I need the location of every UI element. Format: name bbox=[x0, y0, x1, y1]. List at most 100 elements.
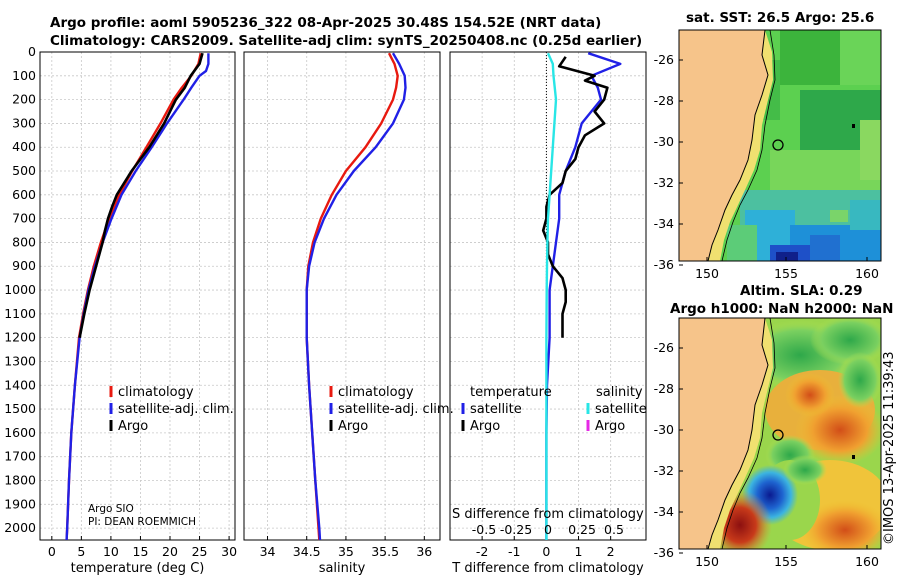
series-line-satellite-adj-clim- bbox=[305, 52, 407, 541]
y-tick-label: 1200 bbox=[4, 330, 36, 345]
y-tick-label: 1600 bbox=[4, 425, 36, 440]
map-x-tick-label: 150 bbox=[695, 266, 719, 281]
x-axis-label: salinity bbox=[319, 561, 366, 576]
s-difference-ticks: -0.5 -0.25 0 0.25 0.5 bbox=[472, 522, 624, 537]
x-axis-label: T difference from climatology bbox=[451, 561, 644, 576]
argo-location-marker bbox=[772, 139, 784, 151]
legend-argo-label: Argo bbox=[338, 419, 368, 434]
x-tick-label: 0 bbox=[542, 544, 550, 559]
legend-climatology-label: climatology bbox=[118, 385, 194, 400]
y-tick-label: 1700 bbox=[4, 449, 36, 464]
y-tick-label: 1800 bbox=[4, 472, 36, 487]
panel-salinity: 34 34.5 35 35.5 36 salinity bbox=[243, 51, 441, 576]
sst-map bbox=[679, 30, 881, 261]
legend-s-satellite-label: satellite bbox=[595, 402, 647, 417]
x-tick-label: 34.5 bbox=[293, 544, 321, 559]
map-x-tick-label: 150 bbox=[695, 554, 719, 569]
panel-frame bbox=[449, 51, 647, 541]
series-line-s-satellite bbox=[545, 52, 558, 540]
panel-difference: -2 -1 0 1 2 T difference from climatology bbox=[449, 51, 647, 576]
x-tick-label: 25 bbox=[192, 544, 208, 559]
figure-title-line1: Argo profile: aoml 5905236_322 08-Apr-20… bbox=[50, 15, 601, 31]
map-y-tick-label: -32 bbox=[654, 175, 674, 190]
s-tick-label: 0.25 bbox=[568, 522, 596, 537]
map-y-tick-label: -34 bbox=[654, 504, 674, 519]
s-tick-label: -0.25 bbox=[500, 522, 532, 537]
map-x-tick-label: 160 bbox=[855, 266, 879, 281]
sla-map-title-line2: Argo h1000: NaN h2000: NaN bbox=[670, 301, 893, 317]
argo-location-marker bbox=[772, 429, 784, 441]
temperature-legend: climatology satellite-adj. clim. Argo bbox=[109, 385, 234, 434]
y-tick-label: 600 bbox=[12, 187, 36, 202]
x-tick-label: 5 bbox=[77, 544, 85, 559]
y-tick-label: 0 bbox=[28, 44, 36, 59]
panel-frame bbox=[243, 51, 441, 541]
legend-salinity-header: salinity bbox=[596, 385, 643, 400]
y-tick-label: 500 bbox=[12, 163, 36, 178]
panel-frame bbox=[39, 51, 236, 541]
map-y-tick-label: -30 bbox=[654, 422, 674, 437]
map-y-tick-label: -26 bbox=[654, 52, 674, 67]
y-tick-label: 1000 bbox=[4, 282, 36, 297]
s-difference-axis-label: S difference from climatology bbox=[452, 507, 644, 522]
x-tick-label: 30 bbox=[221, 544, 237, 559]
legend-temperature-header: temperature bbox=[470, 385, 552, 400]
x-tick-label: 10 bbox=[103, 544, 119, 559]
legend-t-satellite-label: satellite bbox=[470, 402, 522, 417]
x-tick-label: 35.5 bbox=[371, 544, 399, 559]
imos-credit: ©IMOS 13-Apr-2025 11:39:43 bbox=[882, 351, 897, 545]
map-y-tick-label: -30 bbox=[654, 134, 674, 149]
y-tick-label: 1900 bbox=[4, 496, 36, 511]
y-tick-label: 400 bbox=[12, 139, 36, 154]
panel-temperature: 0100200300400500600700800900100011001200… bbox=[4, 44, 237, 576]
series-line-satellite-adj-clim- bbox=[65, 53, 210, 541]
difference-legend: temperature salinity satellite Argo sate… bbox=[461, 385, 647, 434]
sla-map bbox=[679, 318, 881, 549]
y-tick-label: 100 bbox=[12, 68, 36, 83]
x-tick-label: -1 bbox=[508, 544, 520, 559]
legend-satellite-label: satellite-adj. clim. bbox=[338, 402, 454, 417]
y-tick-label: 1300 bbox=[4, 353, 36, 368]
legend-t-argo-label: Argo bbox=[470, 419, 500, 434]
map-y-tick-label: -36 bbox=[654, 545, 674, 560]
sla-map-ticks: 150 155 160 -26 -28 -30 -32 -34 -36 bbox=[654, 340, 879, 569]
map-x-tick-label: 155 bbox=[774, 266, 798, 281]
sla-map-frame bbox=[678, 317, 882, 550]
map-y-tick-label: -32 bbox=[654, 463, 674, 478]
x-tick-label: 35 bbox=[338, 544, 354, 559]
x-axis-label: temperature (deg C) bbox=[71, 561, 205, 576]
float-note-line1: Argo SIO bbox=[88, 503, 134, 515]
map-x-tick-label: 155 bbox=[774, 554, 798, 569]
x-tick-label: 0 bbox=[48, 544, 56, 559]
s-tick-label: 0.5 bbox=[604, 522, 624, 537]
sla-map-title-line1: Altim. SLA: 0.29 bbox=[740, 283, 862, 299]
x-tick-label: 15 bbox=[133, 544, 149, 559]
series-line-climatology bbox=[305, 52, 399, 541]
x-tick-label: 36 bbox=[416, 544, 432, 559]
s-tick-label: -0.5 bbox=[472, 522, 496, 537]
map-y-tick-label: -36 bbox=[654, 257, 674, 272]
x-tick-label: -2 bbox=[476, 544, 488, 559]
profile-panels: 0100200300400500600700800900100011001200… bbox=[4, 44, 647, 576]
sst-map-title: sat. SST: 26.5 Argo: 25.6 bbox=[686, 10, 874, 26]
y-tick-label: 700 bbox=[12, 211, 36, 226]
y-tick-label: 1500 bbox=[4, 401, 36, 416]
legend-climatology-label: climatology bbox=[338, 385, 414, 400]
map-y-tick-label: -26 bbox=[654, 340, 674, 355]
x-tick-label: 2 bbox=[607, 544, 615, 559]
y-tick-label: 200 bbox=[12, 92, 36, 107]
figure-title-line2: Climatology: CARS2009. Satellite-adj cli… bbox=[50, 33, 642, 49]
legend-satellite-label: satellite-adj. clim. bbox=[118, 402, 234, 417]
series-line-t-satellite bbox=[545, 52, 622, 540]
legend-s-argo-label: Argo bbox=[595, 419, 625, 434]
y-tick-label: 1400 bbox=[4, 377, 36, 392]
x-tick-label: 1 bbox=[575, 544, 583, 559]
float-note-line2: PI: DEAN ROEMMICH bbox=[88, 516, 196, 528]
map-y-tick-label: -28 bbox=[654, 381, 674, 396]
y-tick-label: 300 bbox=[12, 115, 36, 130]
map-y-tick-label: -28 bbox=[654, 93, 674, 108]
x-tick-label: 20 bbox=[162, 544, 178, 559]
y-tick-label: 900 bbox=[12, 258, 36, 273]
sst-map-ticks: 150 155 160 -26 -28 -30 -32 -34 -36 bbox=[654, 52, 879, 281]
